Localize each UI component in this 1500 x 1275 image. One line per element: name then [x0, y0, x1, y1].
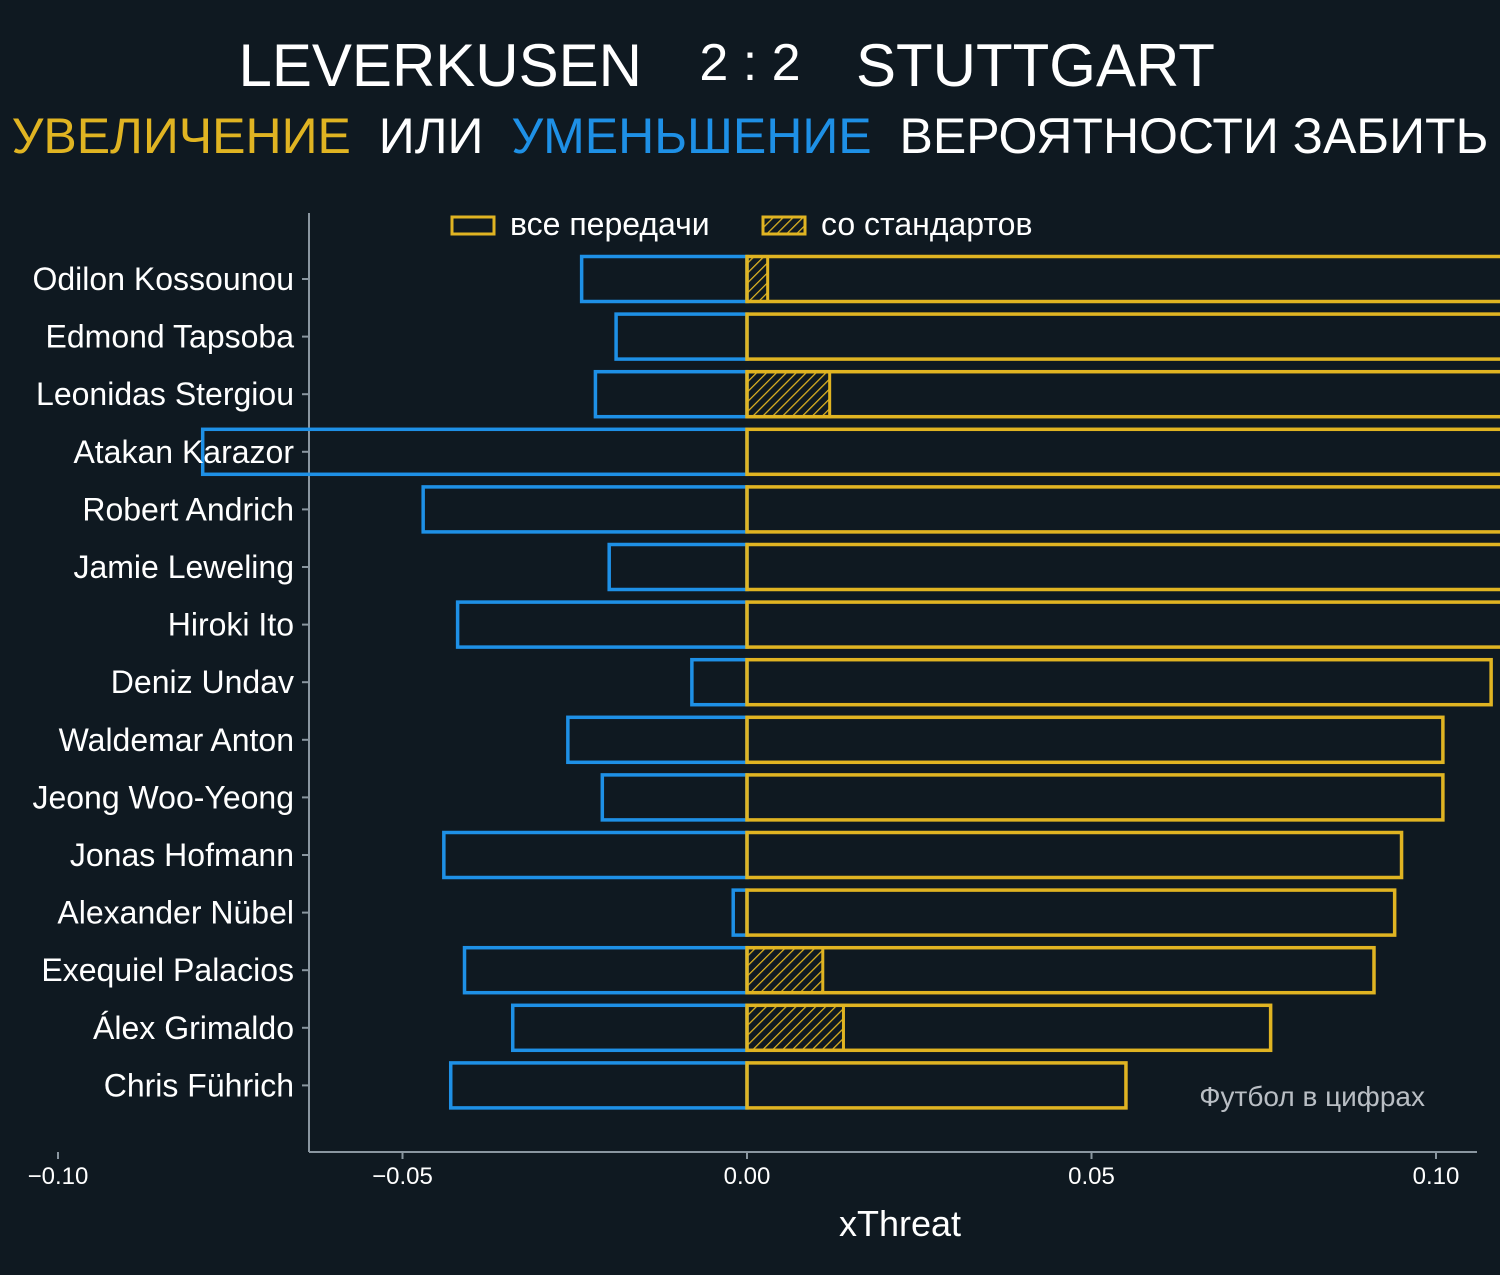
x-tick-label: 0.10	[1413, 1163, 1460, 1190]
bar-decrease-alexander-n-bel	[731, 888, 749, 937]
bar-decrease-deniz-undav	[690, 657, 749, 707]
bar-setpiece-odilon-kossounou	[745, 255, 770, 303]
legend: все передачи со стандартов	[450, 206, 1032, 242]
bar-increase-edmond-tapsoba	[745, 312, 1500, 361]
player-label--lex-grimaldo: Álex Grimaldo	[93, 1010, 294, 1046]
bar-decrease-leonidas-stergiou	[593, 369, 749, 419]
subtitle-rest: ВЕРОЯТНОСТИ ЗАБИТЬ	[900, 108, 1489, 164]
player-label-jeong-woo-yeong: Jeong Woo-Yeong	[32, 779, 294, 815]
player-label-alexander-n-bel: Alexander Nübel	[57, 895, 294, 931]
bar-increase-waldemar-anton	[745, 715, 1445, 765]
bar-increase-hiroki-ito	[745, 600, 1500, 649]
bar-increase-leonidas-stergiou	[745, 369, 1500, 419]
bar-increase-jonas-hofmann	[745, 830, 1404, 880]
legend-all-passes-swatch	[450, 215, 496, 236]
bar-decrease-chris-f-hrich	[448, 1061, 749, 1110]
bar-setpiece-leonidas-stergiou	[745, 370, 832, 419]
bar-increase-alexander-n-bel	[745, 888, 1397, 937]
legend-set-pieces-label: со стандартов	[821, 206, 1032, 242]
bar-increase-odilon-kossounou	[745, 254, 1500, 304]
player-labels: Odilon Kossounou Edmond Tapsoba Leonidas S…	[32, 261, 309, 1103]
player-label-jamie-leweling: Jamie Leweling	[73, 549, 294, 585]
watermark-text: Футбол в цифрах	[1199, 1081, 1425, 1112]
bar-increase-exequiel-palacios	[745, 945, 1376, 995]
player-label-deniz-undav: Deniz Undav	[111, 664, 294, 700]
home-team-name: LEVERKUSEN	[239, 32, 642, 99]
bar-setpiece--lex-grimaldo	[745, 1003, 845, 1052]
x-tick-label: 0.00	[724, 1163, 771, 1190]
player-label-hiroki-ito: Hiroki Ito	[168, 607, 294, 643]
x-axis-ticks: −0.10−0.050.000.050.100.150.20	[28, 1152, 1460, 1190]
match-score: 2 : 2	[699, 34, 800, 92]
bar-decrease-robert-andrich	[421, 485, 749, 534]
bar-increase-deniz-undav	[745, 657, 1493, 707]
bar-decrease-exequiel-palacios	[462, 945, 749, 995]
x-tick-label: −0.05	[372, 1163, 433, 1190]
chart-title: LEVERKUSEN 2 : 2 STUTTGART	[239, 32, 1215, 99]
bar-increase-jeong-woo-yeong	[745, 773, 1445, 822]
player-label-jonas-hofmann: Jonas Hofmann	[70, 837, 294, 873]
subtitle-decrease-word: УМЕНЬШЕНИЕ	[511, 108, 871, 164]
subtitle-increase-word: УВЕЛИЧЕНИЕ	[12, 108, 351, 164]
bar-decrease-waldemar-anton	[566, 715, 749, 765]
bar-increase-atakan-karazor	[745, 427, 1500, 477]
legend-all-passes-label: все передачи	[510, 206, 710, 242]
player-label-atakan-karazor: Atakan Karazor	[73, 434, 294, 470]
bar-increase-robert-andrich	[745, 485, 1500, 534]
bar-decrease-jonas-hofmann	[442, 830, 749, 880]
bar-decrease-hiroki-ito	[455, 600, 749, 649]
player-label-robert-andrich: Robert Andrich	[82, 491, 294, 527]
player-label-exequiel-palacios: Exequiel Palacios	[41, 952, 294, 988]
bar-increase-chris-f-hrich	[745, 1061, 1128, 1110]
bar-increase--lex-grimaldo	[745, 1003, 1273, 1053]
bars-layer: 0.160.150.160.130.120.110.11	[200, 254, 1500, 1110]
bar-setpiece-exequiel-palacios	[745, 946, 825, 995]
player-label-waldemar-anton: Waldemar Anton	[59, 722, 294, 758]
bar-decrease--lex-grimaldo	[510, 1003, 749, 1053]
player-label-chris-f-hrich: Chris Führich	[104, 1067, 294, 1103]
bar-increase-jamie-leweling	[745, 542, 1500, 592]
x-tick-label: −0.10	[28, 1163, 89, 1190]
player-label-edmond-tapsoba: Edmond Tapsoba	[46, 319, 295, 355]
player-label-odilon-kossounou: Odilon Kossounou	[32, 261, 294, 297]
x-tick-label: 0.05	[1068, 1163, 1115, 1190]
bar-decrease-jeong-woo-yeong	[600, 773, 749, 822]
bar-decrease-jamie-leweling	[607, 542, 749, 592]
legend-set-pieces-swatch	[761, 215, 807, 236]
subtitle-connector: ИЛИ	[379, 108, 484, 164]
bar-decrease-edmond-tapsoba	[614, 312, 749, 361]
x-axis-label: xThreat	[839, 1203, 961, 1244]
player-label-leonidas-stergiou: Leonidas Stergiou	[36, 376, 294, 412]
chart-subtitle: УВЕЛИЧЕНИЕ ИЛИ УМЕНЬШЕНИЕ ВЕРОЯТНОСТИ ЗА…	[12, 108, 1489, 164]
bar-decrease-odilon-kossounou	[579, 254, 749, 304]
away-team-name: STUTTGART	[856, 32, 1215, 99]
